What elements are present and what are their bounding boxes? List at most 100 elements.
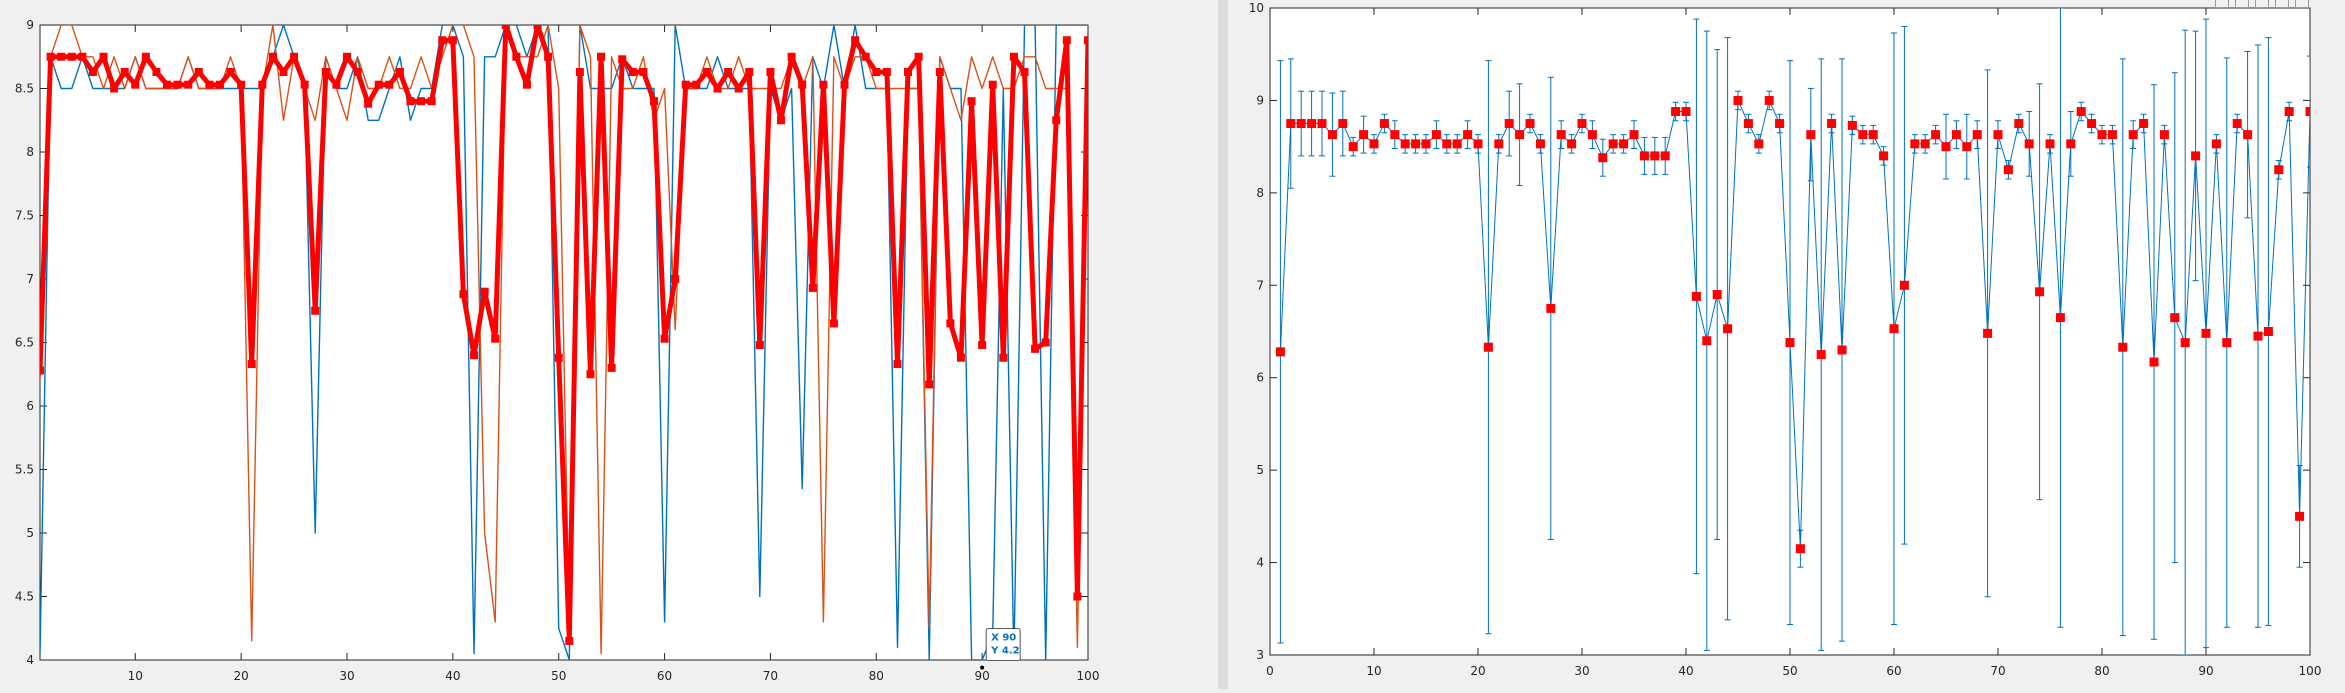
data-point[interactable]: [2305, 107, 2315, 117]
data-point[interactable]: [956, 353, 965, 362]
mean-line[interactable]: [1279, 98, 2310, 549]
data-point[interactable]: [2274, 165, 2284, 175]
data-point[interactable]: [671, 275, 680, 283]
data-point[interactable]: [1504, 119, 1514, 129]
data-point[interactable]: [205, 80, 214, 89]
data-point[interactable]: [1535, 139, 1545, 149]
data-point[interactable]: [1681, 107, 1691, 117]
data-point[interactable]: [1400, 139, 1410, 149]
data-point[interactable]: [2003, 165, 2013, 175]
data-point[interactable]: [2045, 139, 2055, 149]
data-point[interactable]: [427, 97, 436, 106]
data-point[interactable]: [702, 67, 711, 76]
data-point[interactable]: [1702, 336, 1712, 346]
data-point[interactable]: [829, 319, 838, 328]
data-point[interactable]: [692, 80, 701, 89]
data-point[interactable]: [1286, 119, 1296, 129]
data-point[interactable]: [1671, 107, 1681, 117]
data-point[interactable]: [1660, 151, 1670, 161]
data-point[interactable]: [88, 67, 97, 76]
data-point[interactable]: [1009, 52, 1018, 61]
data-point[interactable]: [1369, 139, 1379, 149]
data-point[interactable]: [2024, 139, 2034, 149]
data-point[interactable]: [2139, 119, 2149, 129]
data-point[interactable]: [967, 97, 976, 106]
data-point[interactable]: [1062, 36, 1071, 45]
data-point[interactable]: [851, 36, 860, 45]
data-point[interactable]: [2180, 338, 2190, 348]
data-point[interactable]: [321, 67, 330, 76]
data-point[interactable]: [480, 287, 489, 296]
data-point[interactable]: [745, 67, 754, 76]
data-point[interactable]: [1073, 592, 1082, 601]
data-point[interactable]: [1463, 130, 1473, 140]
data-point[interactable]: [2055, 313, 2065, 323]
data-point[interactable]: [1920, 139, 1930, 149]
data-point[interactable]: [2211, 139, 2221, 149]
data-point[interactable]: [2170, 313, 2180, 323]
data-point[interactable]: [385, 80, 394, 89]
data-point[interactable]: [1795, 544, 1805, 554]
datatip[interactable]: X 90 Y 4.2: [985, 628, 1021, 661]
data-point[interactable]: [1031, 344, 1040, 353]
data-point[interactable]: [2284, 107, 2294, 117]
data-point[interactable]: [2107, 130, 2117, 140]
data-point[interactable]: [46, 52, 55, 61]
data-point[interactable]: [935, 67, 944, 76]
data-point[interactable]: [1567, 139, 1577, 149]
data-point[interactable]: [448, 36, 457, 45]
data-point[interactable]: [1868, 130, 1878, 140]
data-point[interactable]: [639, 67, 648, 76]
data-point[interactable]: [332, 80, 341, 89]
data-point[interactable]: [1431, 130, 1441, 140]
data-point[interactable]: [618, 55, 627, 64]
data-point[interactable]: [1858, 130, 1868, 140]
data-point[interactable]: [247, 360, 256, 369]
data-point[interactable]: [1483, 342, 1493, 352]
data-point[interactable]: [1296, 119, 1306, 129]
data-point[interactable]: [131, 80, 140, 89]
data-point[interactable]: [120, 67, 129, 76]
data-point[interactable]: [57, 52, 66, 61]
data-point[interactable]: [99, 52, 108, 61]
data-point[interactable]: [554, 353, 563, 362]
data-point[interactable]: [470, 351, 479, 360]
data-point[interactable]: [258, 80, 267, 89]
data-point[interactable]: [1546, 303, 1556, 313]
data-point[interactable]: [1629, 130, 1639, 140]
data-point[interactable]: [565, 636, 574, 645]
data-point[interactable]: [1743, 119, 1753, 129]
data-point[interactable]: [713, 84, 722, 93]
data-point[interactable]: [2097, 130, 2107, 140]
data-point[interactable]: [1941, 142, 1951, 152]
data-point[interactable]: [1951, 130, 1961, 140]
data-point[interactable]: [649, 97, 658, 106]
data-point[interactable]: [173, 80, 182, 89]
data-point[interactable]: [2243, 130, 2253, 140]
home-icon[interactable]: [2295, 0, 2309, 8]
data-point[interactable]: [501, 21, 510, 29]
zoom-in-icon[interactable]: [2215, 0, 2229, 8]
data-point[interactable]: [1020, 67, 1029, 76]
data-point[interactable]: [2128, 130, 2138, 140]
data-point[interactable]: [1962, 142, 1972, 152]
data-point[interactable]: [893, 360, 902, 369]
data-point[interactable]: [1931, 130, 1941, 140]
data-tip-icon[interactable]: [2275, 0, 2289, 8]
data-point[interactable]: [978, 341, 987, 350]
data-point[interactable]: [364, 99, 373, 108]
data-point[interactable]: [1317, 119, 1327, 129]
data-point[interactable]: [395, 67, 404, 76]
data-point[interactable]: [1712, 290, 1722, 300]
data-point[interactable]: [1577, 119, 1587, 129]
data-point[interactable]: [2149, 357, 2159, 367]
data-point[interactable]: [226, 67, 235, 76]
axes-toolbar[interactable]: [2215, 0, 2335, 8]
data-point[interactable]: [194, 67, 203, 76]
data-point[interactable]: [2159, 130, 2169, 140]
data-point[interactable]: [2118, 342, 2128, 352]
data-point[interactable]: [311, 306, 320, 315]
data-point[interactable]: [1338, 119, 1348, 129]
data-point[interactable]: [988, 80, 997, 89]
data-point[interactable]: [1847, 120, 1857, 130]
